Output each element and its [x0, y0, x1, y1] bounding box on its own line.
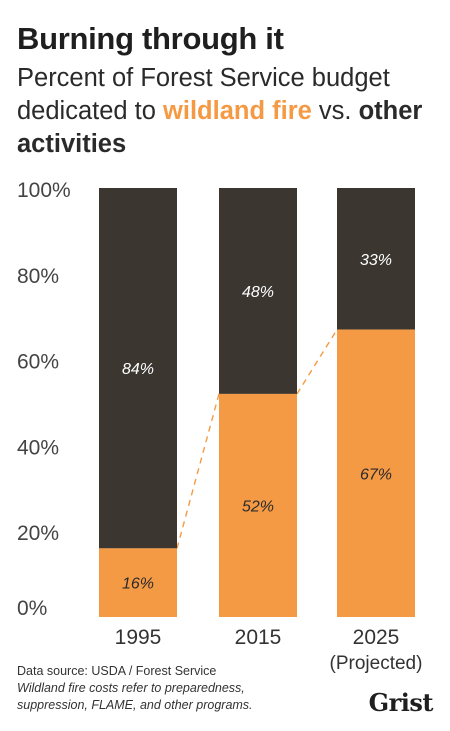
subtitle-other-activities: other activities: [17, 97, 423, 158]
data-label-fire: 67%: [360, 466, 392, 483]
data-label-fire: 16%: [122, 576, 154, 593]
y-tick-label: 40%: [17, 436, 59, 459]
footnote-line-1: Wildland fire costs refer to preparednes…: [17, 681, 245, 695]
bar-wildland-fire: [99, 548, 177, 617]
chart-subtitle: Percent of Forest Service budget dedicat…: [17, 62, 442, 161]
connector-line: [176, 393, 220, 549]
data-label-other: 33%: [360, 252, 392, 269]
data-label-other: 48%: [242, 284, 274, 301]
subtitle-text: Percent of Forest Service budget dedicat…: [17, 64, 390, 125]
subtitle-vs: vs.: [311, 97, 359, 125]
data-label-fire: 52%: [242, 498, 274, 515]
bar-other-activities: [219, 188, 297, 394]
bar-other-activities: [337, 188, 415, 330]
y-tick-label: 60%: [17, 351, 59, 374]
bar-wildland-fire: [219, 393, 297, 617]
chart-title: Burning through it: [17, 21, 284, 56]
y-tick-label: 0%: [17, 597, 47, 620]
bar-wildland-fire: [337, 329, 415, 617]
bar-other-activities: [99, 188, 177, 549]
data-source: Data source: USDA / Forest Service: [17, 664, 217, 678]
chart-footer: Data source: USDA / Forest Service Wildl…: [17, 663, 253, 714]
x-tick-sublabel: (Projected): [330, 653, 423, 674]
grist-logo: Grist: [368, 688, 434, 717]
subtitle-wildland-fire: wildland fire: [163, 97, 312, 125]
y-tick-label: 20%: [17, 522, 59, 545]
connector-line: [296, 329, 338, 395]
x-tick-label: 1995: [115, 626, 162, 649]
y-tick-label: 80%: [17, 265, 59, 288]
footnote-line-2: suppression, FLAME, and other programs.: [17, 698, 253, 712]
data-label-other: 84%: [122, 361, 154, 378]
y-tick-label: 100%: [17, 179, 71, 202]
x-tick-label: 2015: [235, 626, 282, 649]
x-tick-label: 2025: [353, 626, 400, 649]
